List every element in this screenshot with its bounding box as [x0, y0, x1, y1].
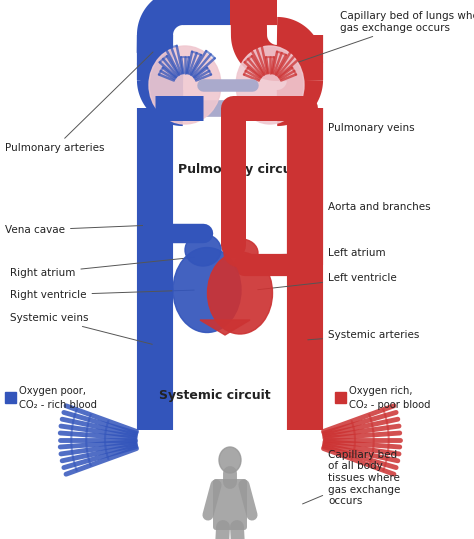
Text: Capillary bed of lungs where
gas exchange occurs: Capillary bed of lungs where gas exchang…: [292, 11, 474, 64]
Text: Oxygen poor,
CO₂ - rich blood: Oxygen poor, CO₂ - rich blood: [19, 386, 97, 410]
Text: Left ventricle: Left ventricle: [258, 273, 397, 289]
Ellipse shape: [149, 46, 221, 124]
Text: Vena cavae: Vena cavae: [5, 225, 152, 235]
Text: Right atrium: Right atrium: [10, 257, 194, 278]
FancyBboxPatch shape: [213, 479, 247, 530]
Ellipse shape: [219, 447, 241, 473]
Ellipse shape: [224, 239, 258, 267]
Text: Capillary bed
of all body
tissues where
gas exchange
occurs: Capillary bed of all body tissues where …: [302, 450, 401, 506]
Ellipse shape: [185, 234, 221, 266]
Text: Right ventricle: Right ventricle: [10, 290, 194, 300]
Ellipse shape: [236, 46, 304, 124]
Bar: [335, 392, 346, 403]
Text: Pulmonary veins: Pulmonary veins: [308, 123, 415, 133]
Ellipse shape: [173, 247, 241, 333]
Text: Oxygen rich,
CO₂ - poor blood: Oxygen rich, CO₂ - poor blood: [349, 386, 430, 410]
Text: Pulmonary circuit: Pulmonary circuit: [178, 163, 302, 176]
Text: Pulmonary arteries: Pulmonary arteries: [5, 52, 153, 153]
Text: Systemic arteries: Systemic arteries: [308, 330, 419, 340]
Text: Left atrium: Left atrium: [258, 248, 386, 258]
Bar: [5, 392, 16, 403]
Text: Systemic veins: Systemic veins: [10, 313, 152, 344]
Ellipse shape: [208, 252, 273, 334]
Text: Systemic circuit: Systemic circuit: [159, 389, 271, 402]
Text: Aorta and branches: Aorta and branches: [308, 202, 430, 212]
Polygon shape: [200, 320, 250, 335]
